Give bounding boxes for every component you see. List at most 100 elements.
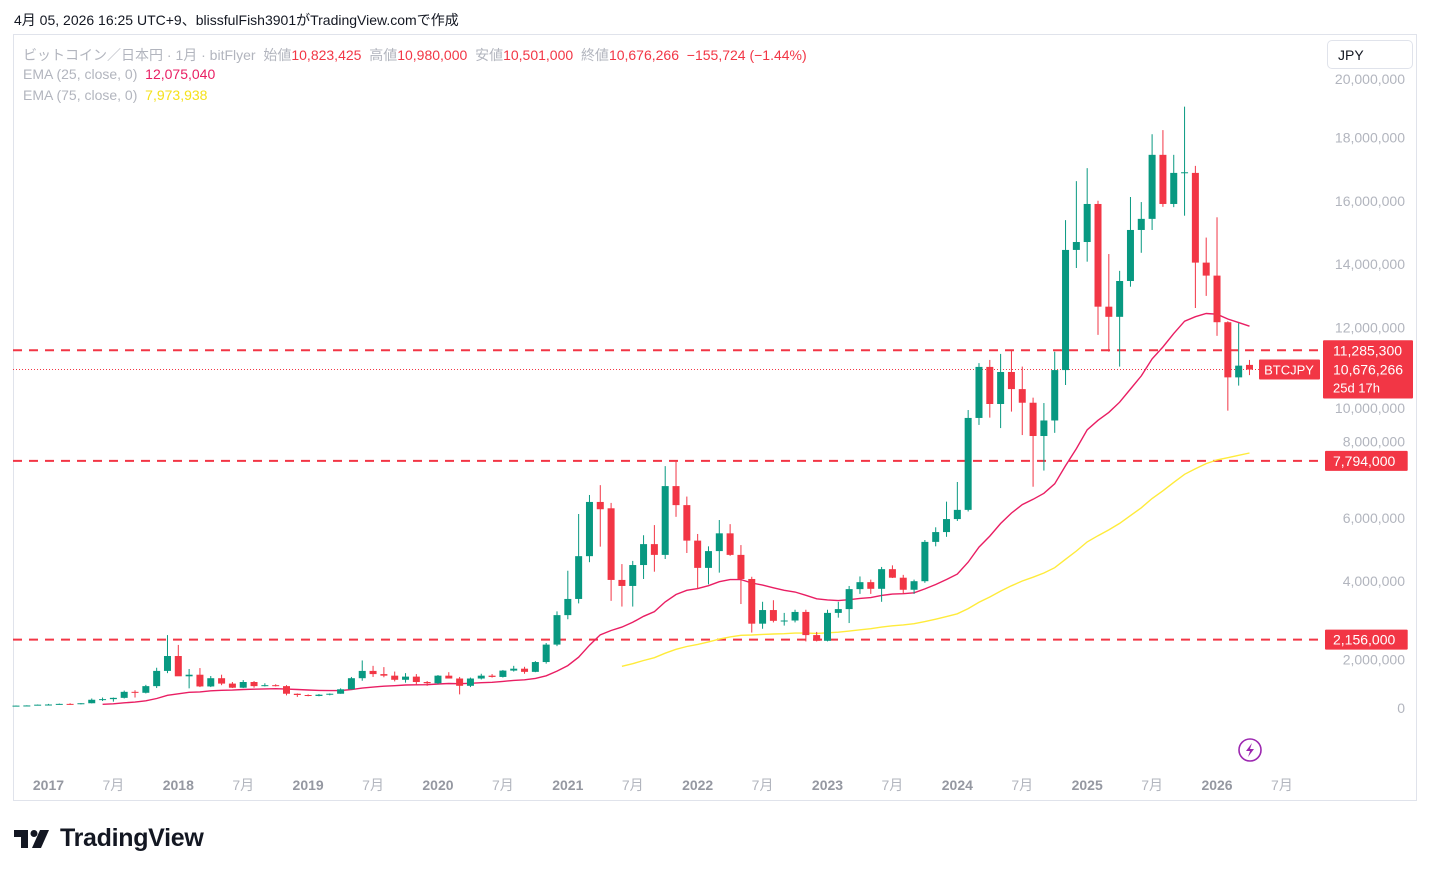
candle-body xyxy=(1083,203,1091,243)
candle xyxy=(44,703,52,706)
candle xyxy=(239,680,247,689)
candle xyxy=(726,524,734,556)
candle xyxy=(1224,321,1232,411)
candle xyxy=(953,481,961,521)
symbol-name[interactable]: ビットコイン／日本円 · 1月 · bitFlyer xyxy=(23,47,256,63)
candle xyxy=(1181,106,1189,216)
candle xyxy=(326,693,334,696)
ema25-legend[interactable]: EMA (25, close, 0) 12,075,040 xyxy=(23,66,215,82)
candle xyxy=(488,674,496,678)
tradingview-logo[interactable]: TradingView xyxy=(14,824,204,853)
candle xyxy=(867,579,875,594)
ema-lines xyxy=(102,312,1250,705)
candle-body xyxy=(521,668,529,672)
candle-body xyxy=(1062,249,1070,371)
candle-body xyxy=(380,674,388,676)
candle-body xyxy=(293,693,301,696)
candle-body xyxy=(261,685,269,687)
candle-body xyxy=(1105,306,1113,317)
candle-body xyxy=(640,544,648,566)
candle xyxy=(380,667,388,678)
candle xyxy=(12,705,20,707)
time-axis[interactable]: 2017 7月 2018 7月 2019 7月 2020 7月 2021 7月 2022 7月 2023… xyxy=(33,777,1293,793)
chart-frame xyxy=(13,34,1417,801)
candle xyxy=(596,485,604,547)
candle xyxy=(1116,270,1124,367)
last-price-label-bg xyxy=(1323,358,1413,399)
candle-body xyxy=(142,686,150,693)
time-tick-label: 2022 xyxy=(682,777,713,793)
candle xyxy=(1072,181,1080,269)
price-tick-label: 2,000,000 xyxy=(1343,652,1405,668)
ema75-legend[interactable]: EMA (75, close, 0) 7,973,938 xyxy=(23,87,207,103)
time-tick-label: 2020 xyxy=(422,777,453,793)
candle xyxy=(185,669,193,689)
candle xyxy=(661,466,669,560)
candle xyxy=(391,671,399,682)
candle-body xyxy=(921,541,929,582)
candle xyxy=(856,576,864,594)
candle-body xyxy=(694,540,702,568)
candle-body xyxy=(412,676,420,683)
candle-body xyxy=(1094,203,1102,307)
candle-body xyxy=(845,589,853,610)
candle xyxy=(975,363,983,425)
candle-body xyxy=(12,705,20,707)
candle-body xyxy=(250,682,258,687)
candle-body xyxy=(369,670,377,675)
symbol-tag: BTCJPY xyxy=(1264,363,1314,378)
candle-body xyxy=(953,509,961,520)
alert-lightning-icon[interactable] xyxy=(1238,738,1262,762)
candle xyxy=(769,600,777,623)
candle-body xyxy=(1235,365,1243,378)
time-tick-label: 7月 xyxy=(102,777,124,793)
candle-body xyxy=(1170,172,1178,204)
candle xyxy=(780,612,788,626)
candle-body xyxy=(759,610,767,624)
time-tick-label: 2025 xyxy=(1072,777,1103,793)
candle-body xyxy=(402,676,410,680)
candle-body xyxy=(899,577,907,590)
candle-body xyxy=(564,598,572,616)
candle-body xyxy=(986,366,994,404)
candle xyxy=(564,570,572,620)
candles xyxy=(12,106,1253,707)
candle xyxy=(1029,397,1037,487)
candle xyxy=(466,677,474,688)
candle xyxy=(499,669,507,678)
candle xyxy=(1148,134,1156,230)
candle-body xyxy=(477,675,485,679)
candle xyxy=(66,703,74,705)
candle-body xyxy=(650,544,658,555)
currency-button[interactable]: JPY xyxy=(1327,40,1413,69)
ema25-line xyxy=(102,312,1250,705)
candle xyxy=(283,685,290,696)
candle xyxy=(99,697,107,702)
candle-body xyxy=(456,678,464,686)
candle-body xyxy=(856,582,864,590)
candle xyxy=(845,585,853,624)
price-axis[interactable]: 0 2,000,000 4,000,000 6,000,000 8,000,000 10,… xyxy=(1335,71,1405,716)
candle-body xyxy=(1148,154,1156,219)
candle xyxy=(1018,366,1026,436)
candle-body xyxy=(910,581,918,590)
price-labels: 11,285,300 7,794,000 2,156,000 10,676,266 25… xyxy=(1259,340,1413,650)
candle-body xyxy=(218,678,226,684)
candle-body xyxy=(510,668,518,671)
candle xyxy=(163,635,171,674)
candle-body xyxy=(109,697,117,700)
candle xyxy=(899,574,907,594)
low-label: 安値 xyxy=(475,47,504,63)
candle xyxy=(1235,323,1243,386)
price-tick-label: 10,000,000 xyxy=(1335,400,1405,416)
candle-body xyxy=(207,678,215,687)
candle-body xyxy=(174,656,182,677)
candle-body xyxy=(358,670,366,679)
candle xyxy=(997,353,1005,429)
time-tick-label: 2023 xyxy=(812,777,843,793)
candle xyxy=(791,609,799,623)
candle xyxy=(304,694,312,697)
candle-body xyxy=(131,691,139,693)
candle xyxy=(694,533,702,590)
